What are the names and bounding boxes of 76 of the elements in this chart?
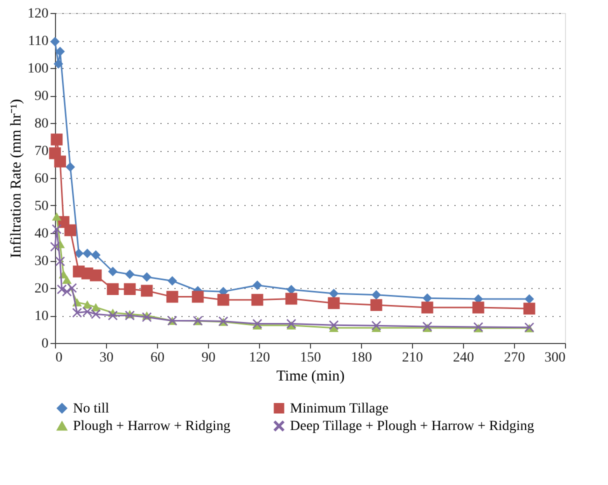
y-tick-label: 0 bbox=[42, 336, 48, 352]
point bbox=[285, 292, 298, 305]
point bbox=[251, 294, 264, 306]
point bbox=[50, 134, 63, 146]
legend-label: Minimum Tillage bbox=[290, 401, 388, 416]
legend-label: No till bbox=[73, 401, 110, 416]
x-tick-label: 60 bbox=[150, 350, 164, 366]
y-tick-label: 10 bbox=[34, 309, 48, 324]
point bbox=[82, 306, 92, 316]
point bbox=[82, 248, 92, 258]
x-tick-label: 0 bbox=[56, 350, 62, 366]
point bbox=[54, 59, 64, 69]
y-tick-label: 30 bbox=[34, 254, 48, 269]
y-tick-label: 90 bbox=[34, 89, 48, 104]
point bbox=[140, 284, 153, 297]
y-tick-label: 40 bbox=[34, 226, 48, 242]
x-tick-label: 150 bbox=[300, 350, 321, 366]
point bbox=[91, 309, 101, 319]
y-tick-label: 60 bbox=[34, 172, 48, 186]
x-tick-label: 300 bbox=[544, 350, 566, 366]
y-tick-label: 110 bbox=[28, 34, 48, 49]
point bbox=[72, 308, 82, 318]
point bbox=[108, 310, 118, 320]
point bbox=[472, 302, 484, 314]
y-tick-label: 120 bbox=[28, 6, 48, 22]
point bbox=[90, 269, 102, 282]
point bbox=[329, 288, 339, 298]
point bbox=[524, 294, 534, 304]
point bbox=[55, 46, 65, 56]
point bbox=[166, 290, 178, 303]
legend-label: Plough + Harrow + Ridging bbox=[73, 419, 230, 434]
x-tick-label: 120 bbox=[249, 350, 270, 366]
legend-label: Deep Tillage + Plough + Harrow + Ridging bbox=[290, 419, 534, 434]
x-tick-label: 270 bbox=[504, 350, 525, 366]
point bbox=[106, 283, 119, 296]
point bbox=[421, 302, 434, 314]
point bbox=[124, 283, 136, 296]
point bbox=[192, 290, 204, 303]
y-axis-title: Infiltration Rate (mm hr⁻¹) bbox=[8, 98, 24, 258]
point bbox=[286, 284, 296, 294]
y-tick-label: 80 bbox=[34, 116, 48, 132]
x-tick-label: 240 bbox=[453, 350, 474, 366]
point bbox=[64, 224, 76, 236]
y-tick-label: 100 bbox=[28, 62, 48, 76]
point bbox=[422, 293, 432, 303]
point bbox=[50, 242, 60, 252]
point bbox=[142, 272, 152, 282]
point bbox=[50, 36, 60, 46]
x-tick-label: 180 bbox=[351, 350, 372, 366]
point bbox=[372, 290, 382, 300]
point bbox=[66, 162, 76, 172]
point bbox=[54, 156, 66, 168]
point bbox=[372, 320, 382, 330]
y-tick-label: 50 bbox=[34, 199, 48, 214]
point bbox=[217, 294, 230, 306]
x-tick-label: 210 bbox=[402, 350, 423, 366]
point bbox=[62, 276, 72, 284]
point bbox=[329, 320, 339, 330]
point bbox=[74, 248, 84, 258]
point bbox=[168, 276, 178, 286]
point bbox=[252, 280, 262, 290]
point bbox=[91, 250, 101, 260]
y-tick-label: 70 bbox=[34, 144, 48, 159]
point bbox=[108, 266, 118, 276]
point bbox=[52, 224, 62, 234]
point bbox=[523, 302, 536, 315]
x-axis-title: Time (min) bbox=[276, 368, 345, 384]
x-tick-label: 30 bbox=[100, 350, 114, 366]
point bbox=[52, 212, 62, 221]
point bbox=[125, 270, 135, 279]
y-tick-label: 20 bbox=[34, 282, 48, 296]
point bbox=[370, 299, 382, 311]
point bbox=[328, 297, 340, 310]
point bbox=[55, 256, 65, 266]
x-tick-label: 90 bbox=[202, 350, 216, 366]
point bbox=[57, 284, 67, 294]
